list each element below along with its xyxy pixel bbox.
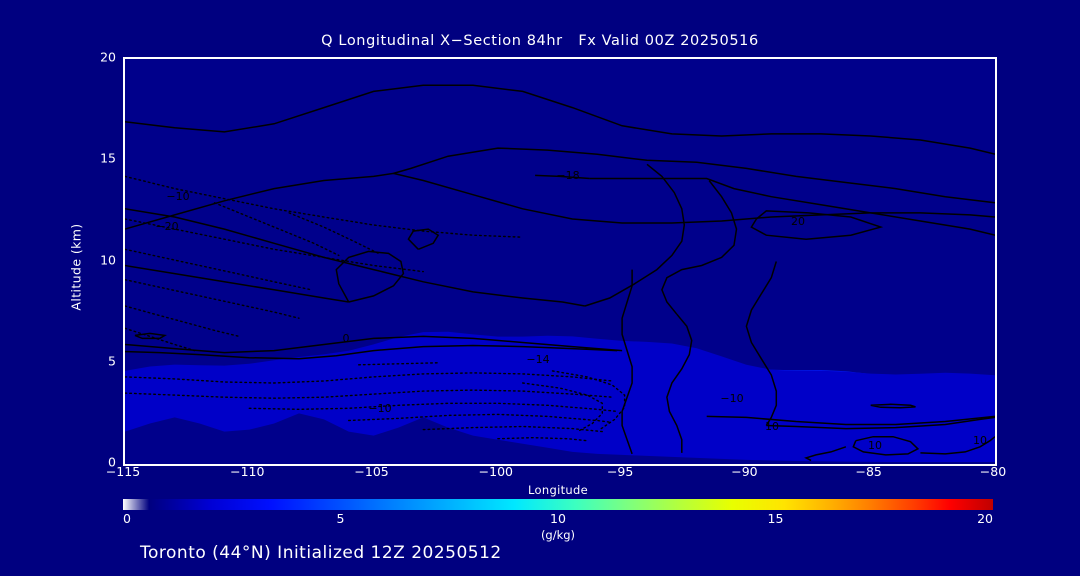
y-tick-label: 5 bbox=[108, 353, 116, 369]
contour-line-solid bbox=[621, 269, 633, 455]
contour-line-solid bbox=[125, 208, 586, 307]
y-axis: Altitude (km) 0 5 10 15 20 bbox=[69, 50, 117, 470]
x-tick-label: −115 bbox=[105, 464, 141, 479]
contour-line-solid bbox=[535, 174, 590, 180]
humidity-field: −10 −20 −18 0 −14 −10 20 −10 10 10 10 bbox=[125, 84, 995, 464]
colorbar bbox=[123, 499, 993, 510]
y-axis-label: Altitude (km) bbox=[68, 223, 84, 311]
x-tick-label: −95 bbox=[606, 464, 634, 479]
colorbar-tick-label: 10 bbox=[550, 511, 566, 526]
contour-line-solid bbox=[870, 403, 916, 409]
contour-line-dashed bbox=[288, 212, 380, 255]
contour-line-dashed bbox=[347, 413, 613, 424]
contour-line-dashed bbox=[125, 175, 524, 238]
contour-label: −10 bbox=[368, 402, 391, 415]
colorbar-title: Longitude bbox=[528, 483, 588, 497]
cross-section-plot: −10 −20 −18 0 −14 −10 20 −10 10 10 10 bbox=[123, 57, 997, 466]
contour-line-solid bbox=[335, 250, 405, 303]
contour-line-solid bbox=[852, 435, 920, 456]
contour-line-dashed bbox=[522, 382, 603, 433]
contour-line-solid bbox=[125, 344, 618, 360]
colorbar-ticks: 0 5 10 15 20 bbox=[123, 511, 993, 531]
x-axis: −115 −110 −105 −100 −95 −90 −85 −80 bbox=[106, 464, 1006, 486]
y-tick-label: 10 bbox=[100, 252, 116, 267]
contour-line-dashed bbox=[357, 362, 439, 366]
colorbar-tick-label: 15 bbox=[767, 511, 784, 526]
colorbar-tick-label: 20 bbox=[977, 511, 993, 526]
colorbar-units: (g/kg) bbox=[540, 528, 576, 542]
contour-line-solid bbox=[661, 180, 738, 315]
contour-line-solid bbox=[125, 84, 995, 155]
contour-line-dashed bbox=[125, 305, 241, 338]
chart-title: Q Longitudinal X−Section 84hr Fx Valid 0… bbox=[321, 33, 759, 49]
contour-line-solid bbox=[407, 228, 440, 250]
terrain-mask bbox=[125, 413, 995, 464]
contour-label: −10 bbox=[720, 392, 743, 405]
contour-line-solid bbox=[134, 332, 168, 340]
contour-line-dashed bbox=[213, 202, 340, 257]
contour-label: 0 bbox=[343, 332, 350, 345]
x-tick-label: −85 bbox=[855, 464, 882, 479]
contour-line-dashed bbox=[125, 248, 313, 291]
contour-line-dashed bbox=[125, 278, 300, 319]
colorbar-tick-label: 5 bbox=[336, 511, 345, 526]
contour-label: −20 bbox=[155, 220, 178, 233]
x-tick-label: −100 bbox=[478, 464, 514, 479]
contour-label: −10 bbox=[166, 190, 189, 203]
contour-line-solid bbox=[393, 147, 995, 204]
contour-line-dashed bbox=[125, 372, 613, 384]
contour-line-dashed bbox=[422, 425, 603, 433]
contour-label: 10 bbox=[765, 420, 779, 433]
contour-label: 10 bbox=[973, 434, 987, 447]
y-tick-label: 20 bbox=[100, 49, 116, 65]
contour-line-dashed bbox=[551, 370, 626, 431]
contour-label: 10 bbox=[868, 439, 882, 452]
colorbar-tick-label: 0 bbox=[123, 511, 131, 526]
contour-line-solid bbox=[125, 172, 995, 230]
x-tick-label: −90 bbox=[731, 464, 758, 479]
contour-line-dashed bbox=[125, 327, 196, 352]
y-tick-label: 15 bbox=[100, 150, 116, 166]
contour-line-solid bbox=[766, 416, 995, 430]
x-tick-label: −80 bbox=[979, 464, 1007, 479]
x-tick-label: −110 bbox=[230, 464, 265, 479]
contour-line-solid bbox=[706, 415, 995, 426]
contour-line-solid bbox=[750, 210, 884, 240]
contour-line-solid bbox=[666, 313, 693, 453]
contour-label: −18 bbox=[556, 169, 579, 182]
contour-line-solid bbox=[745, 261, 778, 426]
contour-line-solid bbox=[589, 177, 995, 236]
contour-label: −14 bbox=[526, 353, 549, 366]
contour-line-solid bbox=[125, 335, 623, 354]
contour-line-dashed bbox=[125, 389, 613, 399]
contour-line-dashed bbox=[497, 436, 588, 442]
contour-line-solid bbox=[584, 163, 686, 307]
y-tick-label: 0 bbox=[108, 454, 116, 470]
x-tick-label: −105 bbox=[354, 464, 389, 479]
contour-line-dashed bbox=[248, 402, 618, 413]
plot-canvas: −10 −20 −18 0 −14 −10 20 −10 10 10 10 bbox=[125, 59, 995, 464]
contour-line-solid bbox=[804, 446, 847, 462]
contour-line-solid bbox=[125, 264, 349, 303]
chart-footer: Toronto (44°N) Initialized 12Z 20250512 bbox=[140, 543, 502, 563]
contour-label: 20 bbox=[791, 215, 805, 228]
contour-line-solid bbox=[920, 436, 995, 455]
